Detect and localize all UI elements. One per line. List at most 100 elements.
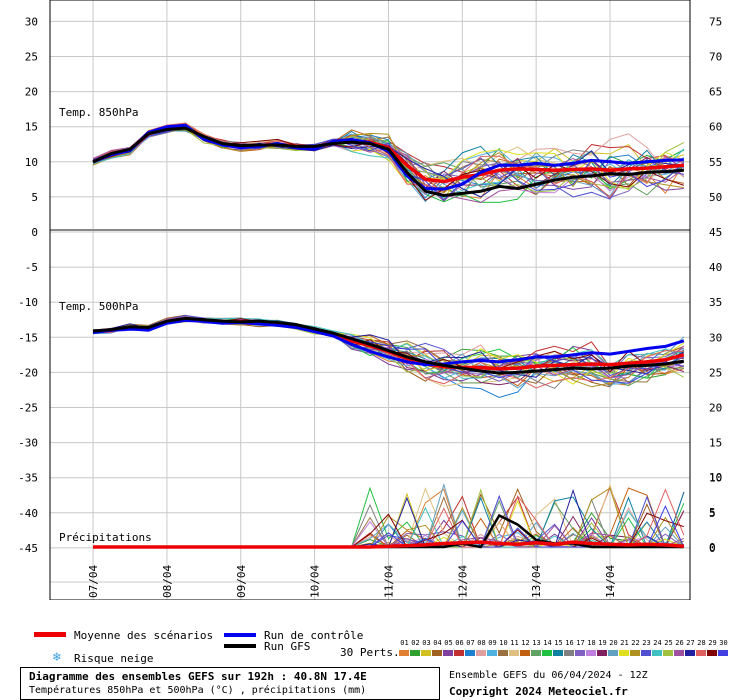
y-tick-right: 0 [709, 542, 716, 555]
perturbation-color [443, 650, 453, 656]
perts-label: 30 Perts. [340, 646, 400, 659]
y-tick-right: 25 [709, 366, 722, 379]
perturbation-swatch: 03 [421, 639, 432, 656]
perturbation-number: 15 [554, 639, 563, 647]
perturbation-swatch: 28 [696, 639, 707, 656]
perturbation-color [432, 650, 442, 656]
y-tick-right: 30 [709, 331, 722, 344]
perturbation-color [586, 650, 596, 656]
perturbation-swatch: 18 [586, 639, 597, 656]
perturbation-color [498, 650, 508, 656]
perturbation-number: 14 [543, 639, 552, 647]
panel-title-850: Temp. 850hPa [59, 106, 138, 119]
perturbation-color [487, 650, 497, 656]
y-tick-left: -40 [18, 507, 38, 520]
perturbation-color [421, 650, 431, 656]
perturbation-swatch: 15 [553, 639, 564, 656]
y-tick-right: 5 [709, 507, 716, 520]
perturbation-color [641, 650, 651, 656]
perturbation-color [476, 650, 486, 656]
snowflake-icon: ❄ [53, 650, 61, 665]
y-tick-right: 65 [709, 86, 722, 99]
legend-gfs [224, 644, 256, 648]
y-tick-left: 20 [25, 86, 38, 99]
y-tick-left: 5 [31, 191, 38, 204]
perturbation-swatch: 29 [707, 639, 718, 656]
footer-title-box: Diagramme des ensembles GEFS sur 192h : … [20, 667, 440, 700]
legend-control [224, 633, 256, 637]
x-tick-label: 12/04 [456, 565, 469, 598]
y-tick-right: 60 [709, 121, 722, 134]
series-line [92, 318, 685, 367]
perturbation-number: 03 [422, 639, 431, 647]
y-tick-right: 15 [709, 437, 722, 450]
perturbation-number: 13 [532, 639, 541, 647]
perturbation-swatch: 27 [685, 639, 696, 656]
perturbation-number: 04 [433, 639, 442, 647]
y-tick-right-precip: 0 [709, 541, 716, 554]
panel-title-500: Temp. 500hPa [59, 300, 138, 313]
perturbation-color [520, 650, 530, 656]
y-tick-right: 45 [709, 226, 722, 239]
perturbation-number: 02 [411, 639, 420, 647]
perturbation-line [93, 315, 685, 377]
perturbation-color [718, 650, 728, 656]
perturbation-number: 16 [565, 639, 574, 647]
perturbation-swatch: 01 [399, 639, 410, 656]
perturbation-swatch: 10 [498, 639, 509, 656]
footer-copyright: Copyright 2024 Meteociel.fr [449, 685, 628, 698]
y-tick-left: -45 [18, 542, 38, 555]
perturbation-color [630, 650, 640, 656]
footer-title: Diagramme des ensembles GEFS sur 192h : … [29, 670, 367, 683]
y-tick-right-precip: 10 [709, 471, 722, 484]
series-line [92, 316, 685, 375]
y-tick-right: 75 [709, 15, 722, 28]
perturbation-color [454, 650, 464, 656]
y-tick-right: 55 [709, 156, 722, 169]
x-tick-label: 11/04 [382, 565, 395, 598]
perturbation-color [410, 650, 420, 656]
perturbation-color [674, 650, 684, 656]
perturbation-number: 10 [499, 639, 508, 647]
perturbation-color [399, 650, 409, 656]
perturbation-color [597, 650, 607, 656]
y-tick-left: -25 [18, 402, 38, 415]
perturbation-number: 22 [631, 639, 640, 647]
perturbation-color [509, 650, 519, 656]
y-tick-left: -15 [18, 331, 38, 344]
legend-mean [34, 632, 66, 637]
perturbation-swatch: 14 [542, 639, 553, 656]
x-tick-label: 07/04 [87, 565, 100, 598]
series-line [93, 540, 684, 549]
perturbation-number: 07 [466, 639, 475, 647]
perturbation-color [696, 650, 706, 656]
y-tick-left: -5 [25, 261, 38, 274]
perturbation-number: 19 [598, 639, 607, 647]
x-tick-label: 14/04 [604, 565, 617, 598]
x-tick-label: 10/04 [309, 565, 322, 598]
perturbation-swatch: 12 [520, 639, 531, 656]
perturbation-color [652, 650, 662, 656]
series-line [92, 126, 684, 198]
perturbation-number: 21 [620, 639, 629, 647]
y-tick-left: 15 [25, 121, 38, 134]
perturbation-swatch: 16 [564, 639, 575, 656]
perturbation-number: 12 [521, 639, 530, 647]
panel-title-precip: Précipitations [59, 531, 152, 544]
legend-mean-label: Moyenne des scénarios [74, 629, 214, 642]
y-tick-left: 0 [31, 226, 38, 239]
perturbation-number: 05 [444, 639, 453, 647]
legend-snow-label: Risque neige [74, 652, 154, 665]
x-tick-label: 13/04 [530, 565, 543, 598]
perturbation-color [619, 650, 629, 656]
perturbation-number: 26 [675, 639, 684, 647]
perturbation-number: 20 [609, 639, 618, 647]
x-tick-label: 09/04 [235, 565, 248, 598]
perturbation-swatch: 20 [608, 639, 619, 656]
perturbation-color [575, 650, 585, 656]
perturbation-swatch: 19 [597, 639, 608, 656]
perturbation-number: 18 [587, 639, 596, 647]
perturbation-swatch: 30 [718, 639, 729, 656]
perturbation-swatch: 25 [663, 639, 674, 656]
